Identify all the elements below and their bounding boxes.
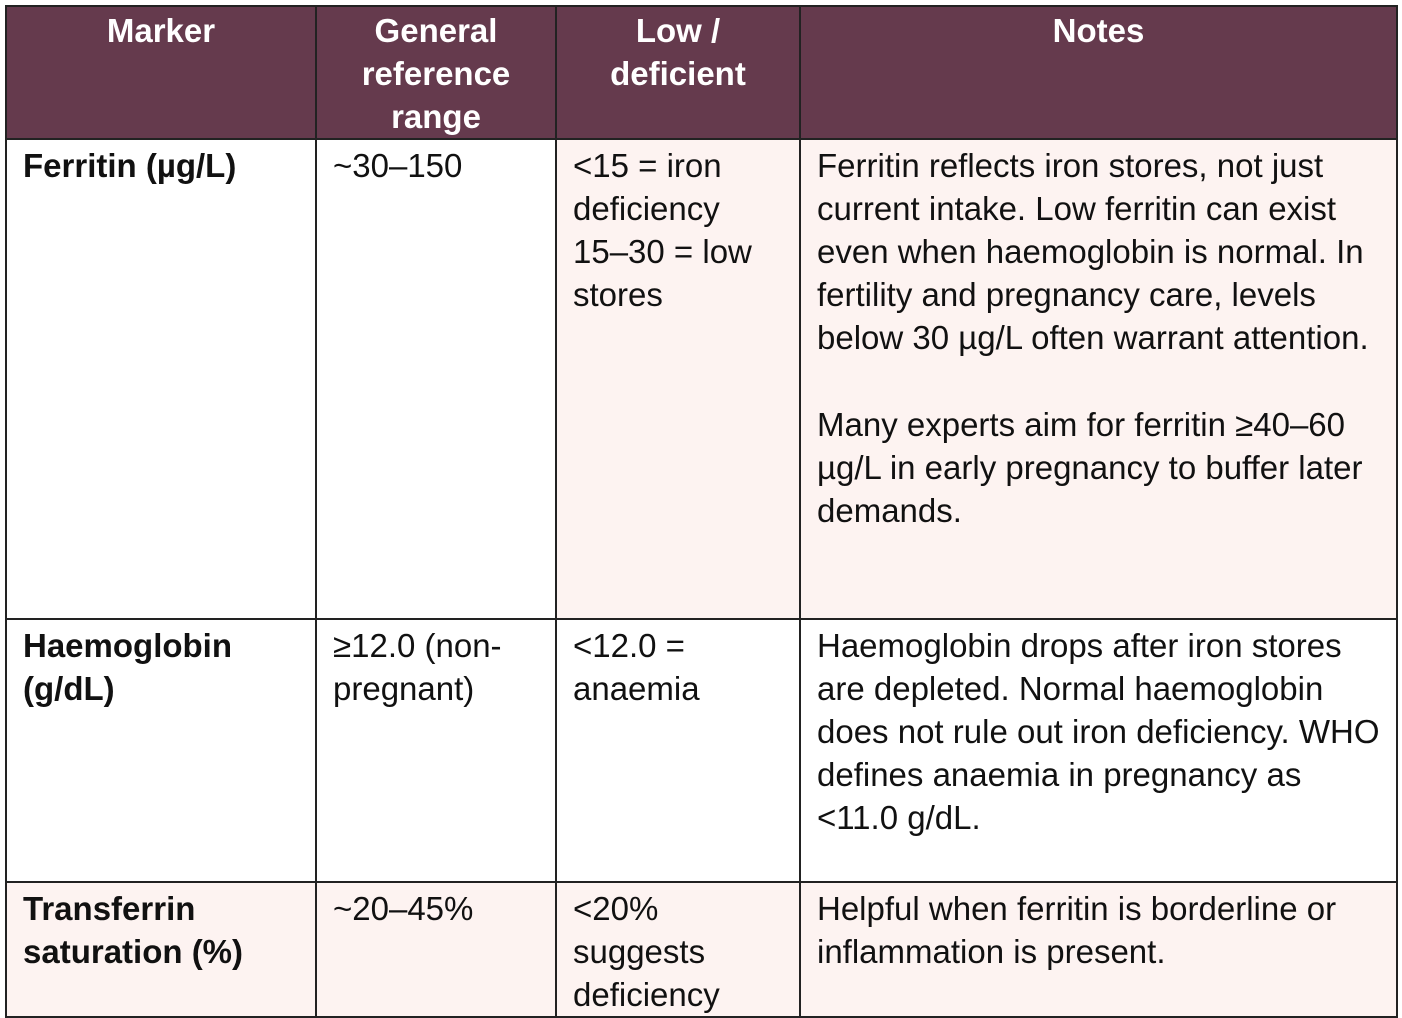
table-cell: ~20–45% [315,881,557,1018]
table-cell: ~30–150 [315,138,557,620]
cell-text: Ferritin (µg/L) [23,147,237,184]
cell-text: ≥12.0 (non-pregnant) [333,627,502,707]
cell-text: <15 = iron deficiency [573,147,722,227]
table-cell: <20% suggests deficiency [555,881,801,1018]
table-cell: <12.0 = anaemia [555,618,801,883]
header-cell: General reference range [315,5,557,140]
cell-text: Haemoglobin drops after iron stores are … [817,627,1380,836]
header-cell: Marker [5,5,317,140]
table-cell: <15 = iron deficiency 15–30 = low stores [555,138,801,620]
table-cell: Haemoglobin (g/dL) [5,618,317,883]
notes-cell: Ferritin reflects iron stores, not just … [799,138,1398,620]
cell-text: Ferritin reflects iron stores, not just … [817,147,1369,356]
cell-text: <12.0 = anaemia [573,627,700,707]
table-row: Transferrin saturation (%) ~20–45% <20% su… [5,881,1398,1018]
table-cell: Ferritin (µg/L) [5,138,317,620]
marker-table: Marker General reference range Low / defic… [5,5,1398,1018]
table-row: Ferritin (µg/L) ~30–150 <15 = iron deficie… [5,138,1398,620]
table-row: Haemoglobin (g/dL) ≥12.0 (non-pregnant) <1… [5,618,1398,883]
cell-text: Helpful when ferritin is borderline or i… [817,890,1337,970]
cell-text: Many experts aim for ferritin ≥40–60 µg/… [817,406,1363,529]
cell-text: Transferrin saturation (%) [23,890,244,970]
header-row: Marker General reference range Low / defic… [5,5,1398,140]
header-cell: Notes [799,5,1398,140]
cell-text: ~30–150 [333,147,463,184]
cell-text: ~20–45% [333,890,474,927]
table-cell: Transferrin saturation (%) [5,881,317,1018]
table-cell: ≥12.0 (non-pregnant) [315,618,557,883]
cell-text: <20% suggests deficiency [573,890,720,1013]
cell-text: 15–30 = low stores [573,233,752,313]
notes-cell: Haemoglobin drops after iron stores are … [799,618,1398,883]
cell-text: Haemoglobin (g/dL) [23,627,233,707]
header-cell: Low / deficient [555,5,801,140]
notes-cell: Helpful when ferritin is borderline or i… [799,881,1398,1018]
